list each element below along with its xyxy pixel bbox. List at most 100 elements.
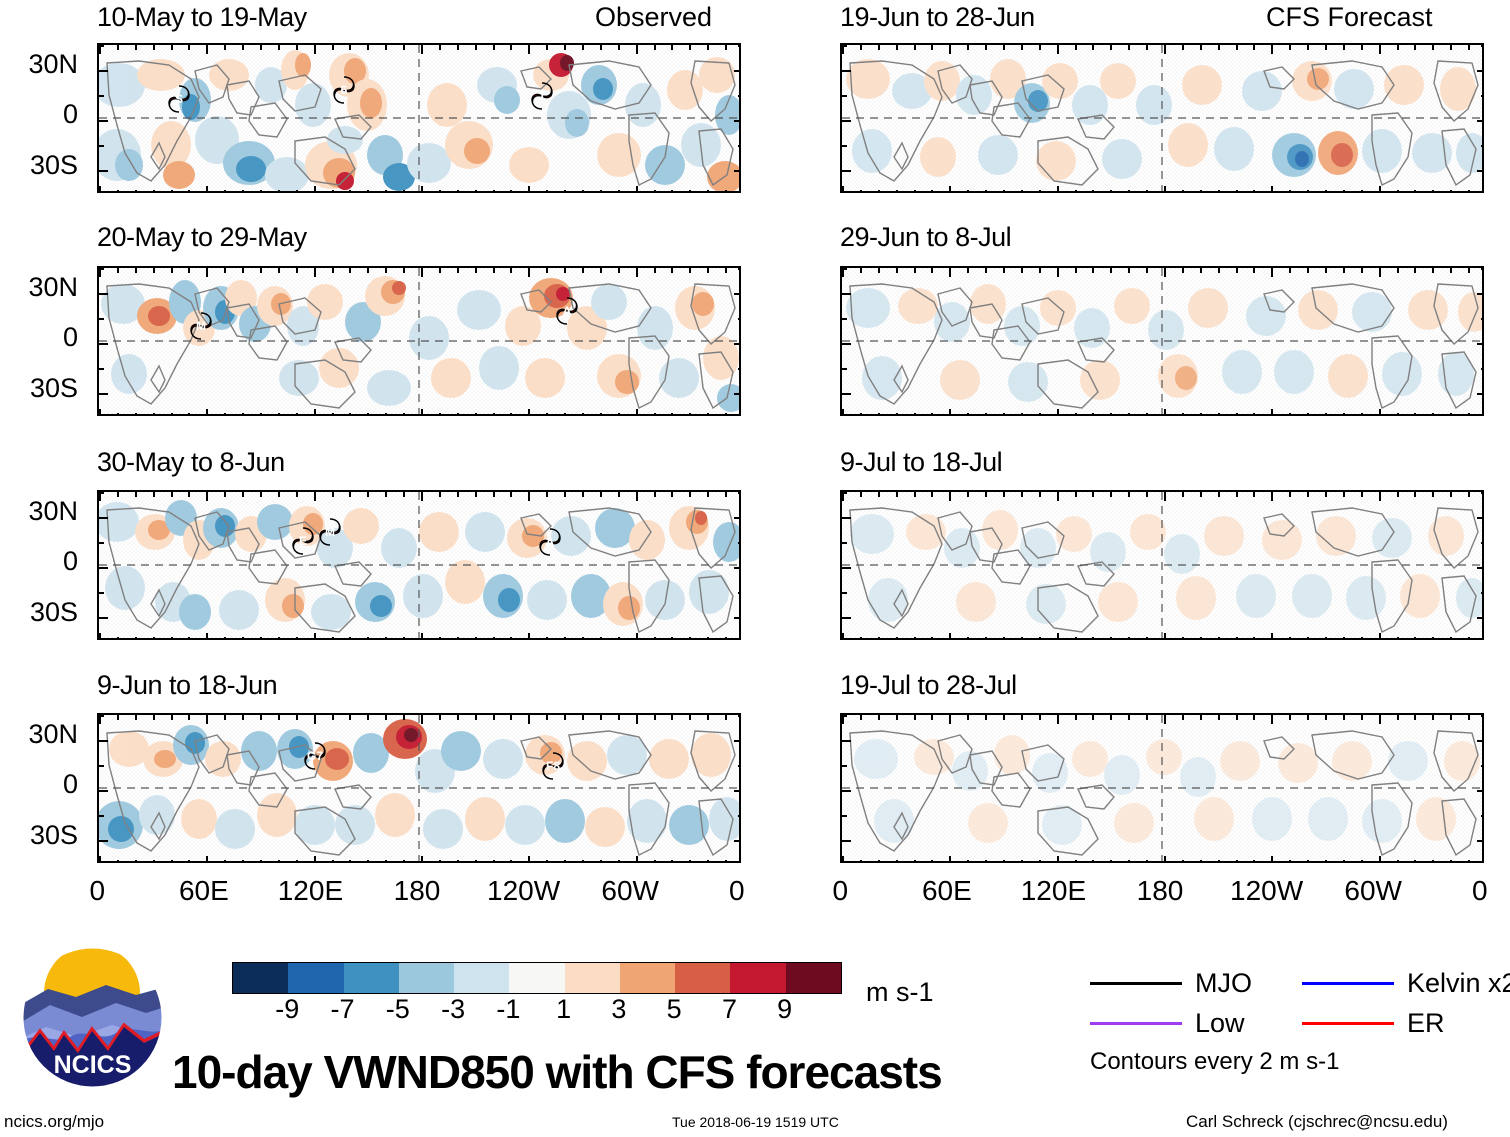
axis-tick [1039, 860, 1041, 861]
axis-tick [738, 145, 739, 147]
axis-tick [618, 190, 620, 191]
coastlines [106, 730, 736, 857]
storm-marker[interactable]: M [188, 311, 214, 341]
axis-tick [618, 268, 620, 273]
storm-marker[interactable]: A [554, 296, 580, 326]
x-tick-120w: 120W [1230, 875, 1304, 906]
map-panel-cfs-2[interactable] [840, 266, 1484, 416]
axis-tick [1200, 45, 1202, 50]
storm-marker[interactable]: A [537, 527, 563, 557]
axis-tick [1182, 413, 1184, 414]
storm-marker[interactable]: M [317, 517, 343, 547]
axis-tick [1432, 413, 1434, 414]
legend-item-low[interactable]: Low [1090, 1009, 1302, 1037]
axis-tick [1450, 860, 1452, 861]
storm-marker[interactable]: E [290, 526, 316, 556]
axis-tick [842, 815, 847, 817]
axis-tick [985, 45, 987, 50]
axis-tick [421, 45, 423, 54]
axis-tick [188, 492, 190, 497]
axis-tick [1236, 45, 1238, 50]
axis-tick [985, 413, 987, 414]
map-panel-cfs-4[interactable] [840, 713, 1484, 863]
axis-tick [689, 860, 691, 861]
axis-tick [725, 190, 727, 191]
axis-tick [153, 45, 155, 50]
map-panel-obs-2[interactable]: M A [97, 266, 741, 416]
colorbar-swatch [233, 963, 289, 993]
axis-tick [896, 492, 898, 497]
axis-tick [654, 190, 656, 191]
axis-tick [860, 637, 862, 638]
axis-tick [1075, 190, 1077, 191]
axis-tick [99, 567, 108, 569]
cb-tick--3: -3 [441, 994, 466, 1024]
axis-tick [1236, 860, 1238, 861]
storm-marker[interactable]: G7 [302, 741, 328, 771]
axis-tick [707, 492, 709, 497]
axis-tick [188, 860, 190, 861]
axis-tick [1218, 715, 1220, 720]
legend-item-er[interactable]: ER [1302, 1009, 1445, 1037]
axis-tick [117, 860, 119, 861]
axis-tick [1477, 343, 1482, 345]
axis-tick [403, 413, 405, 414]
axis-tick [734, 617, 739, 619]
axis-tick [1481, 715, 1482, 717]
axis-tick [1379, 409, 1381, 414]
storm-marker[interactable]: S [166, 84, 192, 114]
axis-tick [1253, 492, 1255, 497]
axis-tick [349, 637, 351, 638]
map-panel-obs-4[interactable]: G7 F8 [97, 713, 741, 863]
axis-tick [1110, 268, 1112, 273]
legend-item-kelvin[interactable]: Kelvin x2 [1302, 969, 1510, 997]
map-panel-cfs-3[interactable] [840, 490, 1484, 640]
axis-tick [1271, 186, 1273, 191]
axis-tick [636, 633, 638, 638]
axis-tick [1039, 190, 1041, 191]
axis-tick [99, 790, 108, 792]
axis-tick [332, 190, 334, 191]
colorbar-swatch [509, 963, 565, 993]
axis-tick [171, 45, 173, 50]
logo-label: NCICS [54, 1051, 132, 1079]
axis-tick [99, 409, 101, 414]
map-panel-obs-3[interactable]: E M A [97, 490, 741, 640]
axis-tick [896, 715, 898, 720]
axis-tick [99, 45, 101, 54]
axis-tick [1110, 492, 1112, 497]
axis-tick [949, 856, 951, 861]
storm-marker[interactable]: 1 [529, 81, 555, 111]
axis-tick [842, 45, 844, 54]
storm-marker[interactable]: 6 [331, 75, 357, 105]
axis-tick [896, 637, 898, 638]
axis-tick [1236, 492, 1238, 497]
storm-marker[interactable]: F8 [540, 751, 566, 781]
axis-tick [493, 45, 495, 50]
axis-tick [385, 492, 387, 497]
axis-tick [99, 45, 104, 47]
footer-website[interactable]: ncics.org/mjo [4, 1112, 105, 1131]
map-panel-cfs-1[interactable] [840, 43, 1484, 193]
axis-tick [421, 715, 423, 724]
axis-tick [1271, 268, 1273, 277]
footer-author[interactable]: Carl Schreck (cjschrec@ncsu.edu) [1186, 1112, 1448, 1131]
axis-tick [949, 45, 951, 54]
axis-tick [842, 740, 851, 742]
map-panel-obs-1[interactable]: S 6 1 [97, 43, 741, 193]
legend-item-mjo[interactable]: MJO [1090, 969, 1302, 997]
axis-tick [1468, 190, 1470, 191]
axis-tick [734, 120, 739, 122]
axis-tick [734, 70, 739, 72]
axis-tick [842, 567, 851, 569]
axis-tick [385, 860, 387, 861]
axis-tick [671, 268, 673, 273]
axis-tick [99, 393, 108, 395]
axis-tick [1218, 45, 1220, 50]
column-header-observed: Observed [595, 2, 713, 32]
axis-tick [842, 542, 847, 544]
axis-tick [689, 45, 691, 50]
axis-tick [1182, 637, 1184, 638]
x-tick-60w: 60W [601, 875, 659, 906]
axis-tick [1110, 45, 1112, 50]
